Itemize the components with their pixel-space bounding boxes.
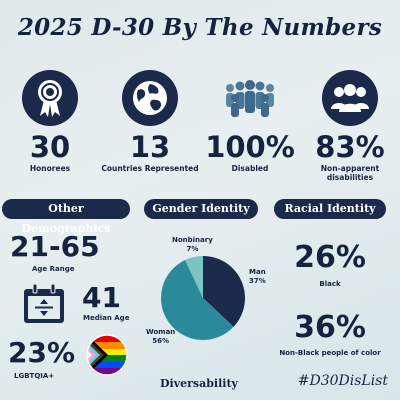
pie-category-label: Nonbinary [172,236,213,244]
stat-countries: 13 Countries Represented [100,70,200,173]
section-other-demographics: Other Demographics [2,199,130,235]
black-label: Black [319,280,341,288]
stat-disabled: 100% Disabled [200,70,300,173]
median-age-label: Median Age [83,314,130,322]
nonblack-label: Non-Black people of color [279,349,381,357]
stat-label: Non-apparent disabilities [320,164,380,182]
pie-category-label: Man [249,268,266,276]
median-age-value: 41 [82,281,121,314]
gender-pie-chart [161,256,245,340]
black-value: 26% [294,240,366,275]
stat-value: 13 [129,130,171,164]
progress-pride-flag-icon [86,334,128,380]
hashtag: #D30DisList [297,373,388,389]
lgbtqia-value: 23% [8,336,76,369]
group-icon [322,70,378,126]
section-racial-identity: Racial Identity [274,199,386,219]
pie-category-label: Woman [146,328,176,336]
pie-label-woman: Woman 56% [146,328,175,346]
globe-icon [122,70,178,126]
pie-label-nonbinary: Nonbinary 7% [172,236,213,254]
pie-value-label: 56% [152,337,170,345]
pie-slice-man [203,256,245,327]
stat-honorees: 30 Honorees [0,70,100,173]
section-gender-identity: Gender Identity [144,199,258,219]
stat-value: 30 [29,130,71,164]
stat-value: 100% [205,130,295,164]
stat-label: Honorees [29,164,71,173]
calendar-icon [22,283,66,329]
page-title: 2025 D-30 By The Numbers [17,14,383,41]
brand-footer: Diversability [160,377,238,390]
nonblack-value: 36% [294,310,366,345]
award-ribbon-icon [22,70,78,126]
crowd-icon [222,70,278,126]
pie-value-label: 37% [249,277,266,285]
pie-slice-nonbinary [185,256,203,298]
lgbtqia-label: LGBTQIA+ [14,372,55,380]
pie-slice-woman [161,259,234,340]
stat-non-apparent: 83% Non-apparent disabilities [300,70,400,182]
stat-value: 83% [315,130,385,164]
stat-label: Disabled [231,164,269,173]
pie-value-label: 7% [186,245,199,253]
stat-label: Countries Represented [101,164,199,173]
age-range-value: 21-65 [10,230,100,263]
age-range-label: Age Range [32,265,75,273]
pie-label-man: Man 37% [249,268,266,286]
